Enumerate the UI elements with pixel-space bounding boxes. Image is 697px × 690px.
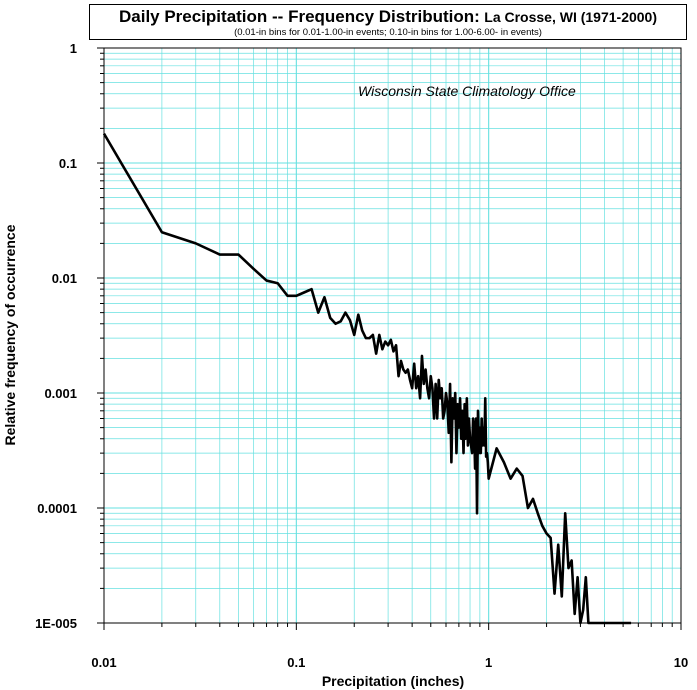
grid-minor bbox=[104, 48, 681, 623]
title-box: Daily Precipitation -- Frequency Distrib… bbox=[89, 4, 687, 40]
series-layer bbox=[102, 132, 632, 625]
title-line: Daily Precipitation -- Frequency Distrib… bbox=[90, 7, 686, 27]
y-tick-label: 1E-005 bbox=[35, 616, 77, 631]
x-tick-label: 1 bbox=[485, 655, 492, 670]
grid-major bbox=[104, 48, 681, 623]
y-axis-label: Relative frequency of occurrence bbox=[2, 224, 18, 445]
plot-frame bbox=[103, 47, 682, 624]
x-tick-label: 0.1 bbox=[287, 655, 305, 670]
y-tick-label: 1 bbox=[70, 41, 77, 56]
y-tick-labels: 1 0.1 0.01 0.001 0.0001 1E-005 bbox=[35, 41, 77, 631]
x-tick-label: 0.01 bbox=[91, 655, 116, 670]
x-axis-label: Precipitation (inches) bbox=[322, 673, 464, 689]
x-tick-labels: 0.01 0.1 1 10 bbox=[91, 655, 688, 670]
chart-title: Daily Precipitation -- Frequency Distrib… bbox=[118, 7, 480, 26]
y-tick-label: 0.0001 bbox=[37, 501, 77, 516]
y-tick-label: 0.1 bbox=[59, 156, 77, 171]
chart-annotation: Wisconsin State Climatology Office bbox=[358, 83, 576, 99]
y-tick-label: 0.001 bbox=[44, 386, 77, 401]
y-tick-label: 0.01 bbox=[52, 271, 77, 286]
x-tick-label: 10 bbox=[674, 655, 688, 670]
series-line bbox=[102, 132, 632, 625]
axis-ticks bbox=[97, 47, 682, 630]
chart-subtitle: (0.01-in bins for 0.01-1.00-in events; 0… bbox=[234, 27, 542, 38]
chart-title-location: La Crosse, WI (1971-2000) bbox=[484, 9, 658, 25]
